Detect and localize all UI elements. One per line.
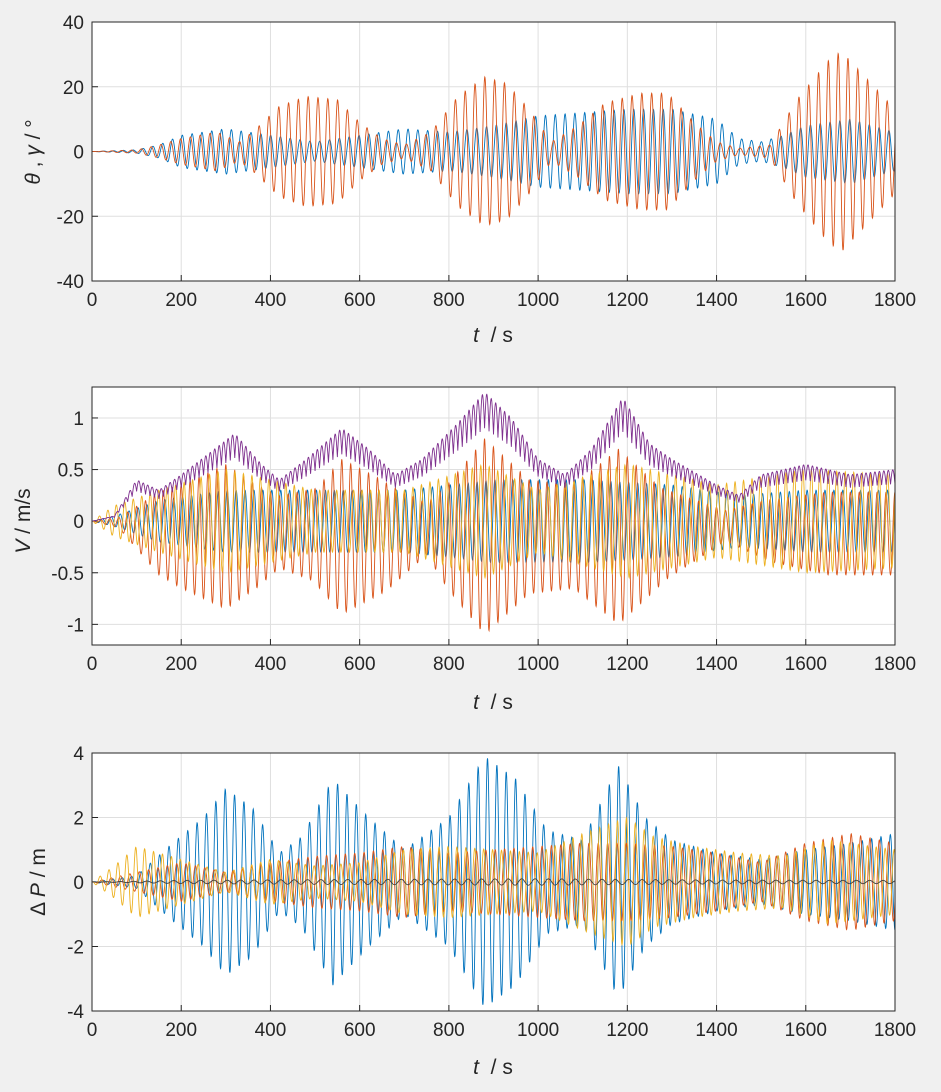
- x-tick-label: 1800: [874, 290, 916, 311]
- x-tick-label: 1800: [874, 1020, 916, 1041]
- y-tick-label: 2: [73, 809, 84, 830]
- x-tick-label: 400: [255, 290, 287, 311]
- x-axis-label: t / s: [473, 691, 513, 714]
- y-axis-label: V / m/s: [12, 488, 35, 553]
- x-tick-label: 1200: [606, 290, 648, 311]
- x-tick-label: 1000: [517, 1020, 559, 1041]
- y-tick-label: 0: [73, 143, 84, 164]
- series-line-Vx: [92, 478, 895, 564]
- axes-border: [91, 21, 896, 282]
- series-group: [92, 393, 895, 633]
- x-tick-label: 600: [344, 290, 376, 311]
- y-tick-label: 0: [73, 512, 84, 533]
- x-tick-label: 1400: [695, 654, 737, 675]
- y-tick-label: -20: [57, 207, 84, 228]
- panel-theta-gamma: 0 200 400 600 800 1000 1200 1400 1600 1800 -40-20…: [22, 13, 916, 347]
- y-tick-labels: -1 -0.5 0 0.5 1: [51, 409, 84, 636]
- y-tick-label: -4: [67, 1002, 84, 1023]
- y-tick-label: -40: [57, 272, 84, 293]
- series-line-gamma: [92, 52, 895, 251]
- y-tick-label: 20: [63, 78, 84, 99]
- x-tick-label: 200: [165, 290, 197, 311]
- series-line-dPy: [92, 832, 895, 931]
- y-tick-label: 0: [73, 873, 84, 894]
- y-tick-label: -2: [67, 938, 84, 959]
- x-tick-label: 0: [87, 1020, 98, 1041]
- x-tick-label: 800: [433, 1020, 465, 1041]
- x-tick-labels: 0 200 400 600 800 1000 1200 1400 1600 1800: [87, 654, 916, 675]
- y-tick-labels: -40 -20 0 20 40: [57, 13, 84, 293]
- x-tick-label: 1600: [785, 1020, 827, 1041]
- x-tick-label: 1600: [785, 654, 827, 675]
- x-tick-label: 0: [87, 290, 98, 311]
- y-tick-label: 0.5: [58, 461, 84, 482]
- series-line-Vz: [92, 463, 895, 580]
- x-axis-label: t / s: [473, 324, 513, 347]
- x-tick-label: 1000: [517, 290, 559, 311]
- series-line-theta: [92, 108, 895, 195]
- x-tick-labels: 0 200 400 600 800 1000 1200 1400 1600 1800: [87, 290, 916, 311]
- x-tick-label: 1400: [695, 290, 737, 311]
- y-tick-labels: -4 -2 0 2 4: [67, 744, 84, 1023]
- grid-lines: [91, 387, 896, 645]
- series-line-dPz: [92, 816, 895, 947]
- x-tick-label: 600: [344, 654, 376, 675]
- x-tick-label: 1600: [785, 290, 827, 311]
- x-tick-label: 0: [87, 654, 98, 675]
- y-tick-label: 40: [63, 13, 84, 34]
- x-tick-label: 1800: [874, 654, 916, 675]
- x-tick-label: 800: [433, 290, 465, 311]
- y-tick-label: 4: [73, 744, 84, 765]
- series-group: [92, 52, 895, 251]
- x-tick-label: 200: [165, 654, 197, 675]
- x-tick-label: 400: [255, 1020, 287, 1041]
- y-tick-label: -1: [67, 615, 84, 636]
- x-tick-label: 200: [165, 1020, 197, 1041]
- y-tick-label: -0.5: [51, 564, 84, 585]
- panel-velocity: 0 200 400 600 800 1000 1200 1400 1600 1800 -1 -0.5…: [12, 386, 916, 714]
- series-line-dPx: [92, 758, 895, 1005]
- x-tick-label: 1200: [606, 1020, 648, 1041]
- y-axis-label: Δ P / m: [27, 848, 50, 916]
- x-tick-label: 1200: [606, 654, 648, 675]
- series-line-dPr: [92, 878, 895, 886]
- axes-border: [91, 386, 896, 646]
- x-tick-label: 800: [433, 654, 465, 675]
- y-tick-label: 1: [73, 409, 84, 430]
- y-axis-label: θ , γ / °: [22, 119, 45, 184]
- x-tick-label: 400: [255, 654, 287, 675]
- series-group: [92, 758, 895, 1005]
- x-tick-label: 1400: [695, 1020, 737, 1041]
- series-line-Vy: [92, 438, 895, 633]
- axes-border: [91, 752, 896, 1012]
- x-tick-label: 1000: [517, 654, 559, 675]
- series-line-Vmag: [92, 393, 895, 522]
- panel-delta-p: 0 200 400 600 800 1000 1200 1400 1600 1800 -4 -2 0 2…: [27, 744, 916, 1079]
- x-tick-label: 600: [344, 1020, 376, 1041]
- x-tick-labels: 0 200 400 600 800 1000 1200 1400 1600 1800: [87, 1020, 916, 1041]
- x-axis-label: t / s: [473, 1056, 513, 1079]
